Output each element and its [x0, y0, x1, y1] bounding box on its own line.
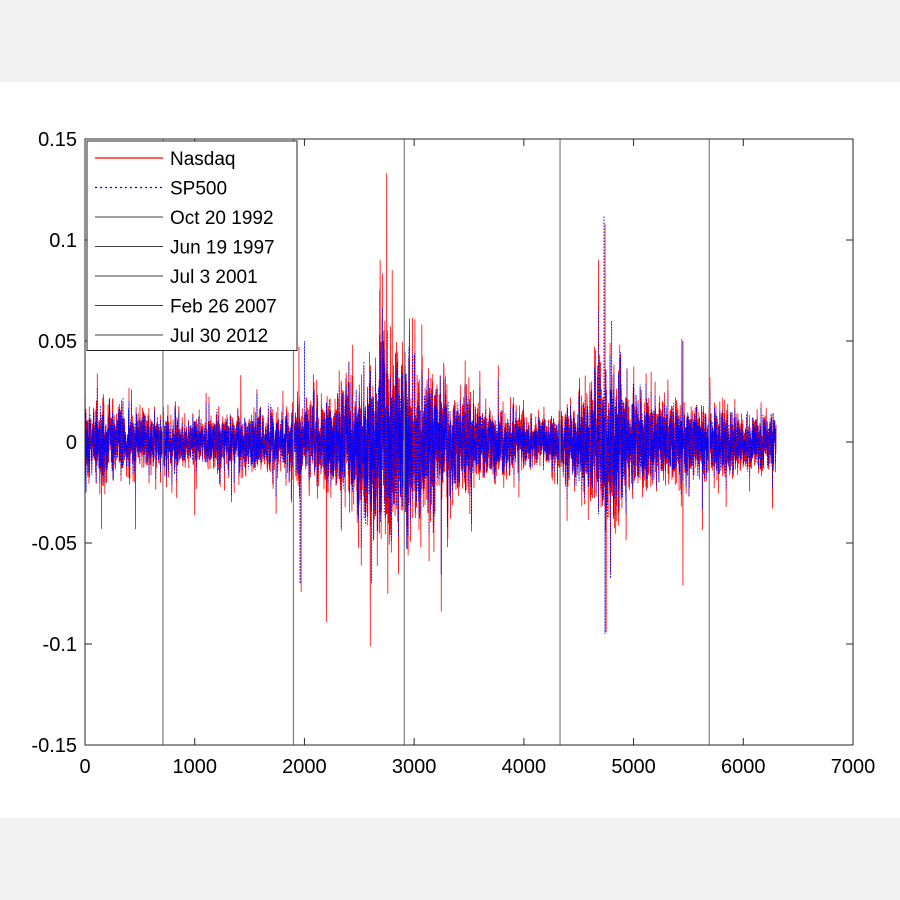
x-tick-label: 4000: [502, 756, 547, 778]
y-tick-label: -0.1: [43, 634, 77, 656]
x-tick-label: 7000: [831, 756, 876, 778]
legend-label-nasdaq: Nasdaq: [170, 149, 236, 170]
x-tick-label: 2000: [282, 756, 327, 778]
legend-label-event-2: Jun 19 1997: [170, 238, 275, 259]
x-tick-label: 3000: [392, 756, 437, 778]
legend-label-event-5: Jul 30 2012: [170, 326, 268, 347]
y-tick-label: -0.05: [31, 533, 77, 555]
y-tick-label: 0.1: [49, 230, 77, 252]
y-tick-label: 0.05: [38, 331, 77, 353]
series-sp500-line: [84, 215, 777, 634]
figure-panel: 0 1000 2000 3000 4000 5000 6000 7000 -0.15 -0.1 -0…: [0, 82, 900, 818]
x-tick-label: 5000: [611, 756, 656, 778]
y-tick-label: -0.15: [31, 735, 77, 757]
y-tick-label: 0.15: [38, 129, 77, 151]
returns-line-chart: 0 1000 2000 3000 4000 5000 6000 7000 -0.15 -0.1 -0…: [31, 129, 876, 778]
legend-label-event-1: Oct 20 1992: [170, 208, 274, 229]
legend-box: [86, 140, 298, 351]
x-tick-label: 0: [79, 756, 90, 778]
y-tick-label: 0: [66, 432, 77, 454]
legend-label-sp500: SP500: [170, 179, 227, 200]
legend-label-event-3: Jul 3 2001: [170, 267, 258, 288]
legend-label-event-4: Feb 26 2007: [170, 297, 277, 318]
x-tick-label: 6000: [721, 756, 766, 778]
x-tick-label: 1000: [172, 756, 217, 778]
